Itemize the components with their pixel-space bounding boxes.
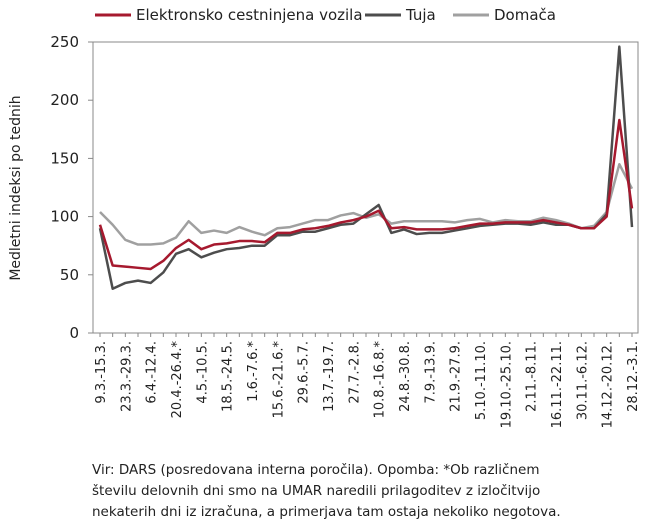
footnote: Vir: DARS (posredovana interna poročila)… — [92, 462, 539, 478]
x-tick-label: 21.9.-27.9. — [449, 341, 464, 412]
legend-label: Tuja — [405, 6, 436, 24]
x-tick-label: 18.5.-24.5. — [221, 341, 236, 412]
x-tick-label: 7.9.-13.9. — [423, 341, 438, 404]
y-tick-label: 100 — [50, 208, 79, 226]
x-tick-label: 16.11.-22.11. — [550, 341, 565, 428]
x-tick-label: 30.11.-6.12. — [575, 341, 590, 420]
x-tick-label: 24.8.-30.8. — [398, 341, 413, 412]
x-tick-label: 20.4.-26.4.* — [170, 341, 185, 419]
x-tick-label: 15.6.-21.6.* — [271, 341, 286, 419]
x-tick-label: 28.12.-3.1. — [626, 341, 641, 412]
y-tick-label: 200 — [50, 91, 79, 109]
series-line — [99, 162, 634, 246]
y-axis-label: Medletni indeksi po tednih — [8, 95, 24, 280]
legend-label: Elektronsko cestninjena vozila — [136, 6, 363, 24]
x-tick-label: 2.11.-8.11. — [525, 341, 540, 412]
footnote: nekaterih dni iz izračuna, a primerjava … — [92, 504, 561, 520]
x-tick-label: 27.7.-2.8. — [347, 341, 362, 404]
x-tick-label: 13.7.-19.7. — [322, 341, 337, 412]
x-tick-label: 29.6.-5.7. — [297, 341, 312, 404]
x-tick-label: 1.6.-7.6.* — [246, 341, 261, 402]
footnote: številu delovnih dni smo na UMAR naredil… — [92, 483, 540, 499]
x-tick-label: 19.10.-25.10. — [499, 341, 514, 428]
x-tick-label: 5.10.-11.10. — [474, 341, 489, 420]
x-tick-label: 9.3.-15.3. — [94, 341, 109, 404]
x-tick-label: 4.5.-10.5. — [195, 341, 210, 404]
y-tick-label: 50 — [60, 266, 79, 284]
x-tick-label: 10.8.-16.8.* — [373, 341, 388, 419]
series-line — [98, 118, 634, 271]
series-line — [98, 45, 634, 291]
legend-label: Domača — [494, 6, 556, 24]
x-tick-label: 23.3.-29.3. — [119, 341, 134, 412]
y-tick-label: 0 — [69, 324, 79, 342]
plot-frame — [92, 41, 639, 334]
y-tick-label: 150 — [50, 149, 79, 167]
y-tick-label: 250 — [50, 33, 79, 51]
x-tick-label: 6.4.-12.4. — [145, 341, 160, 404]
x-tick-label: 14.12.-20.12. — [601, 341, 616, 428]
